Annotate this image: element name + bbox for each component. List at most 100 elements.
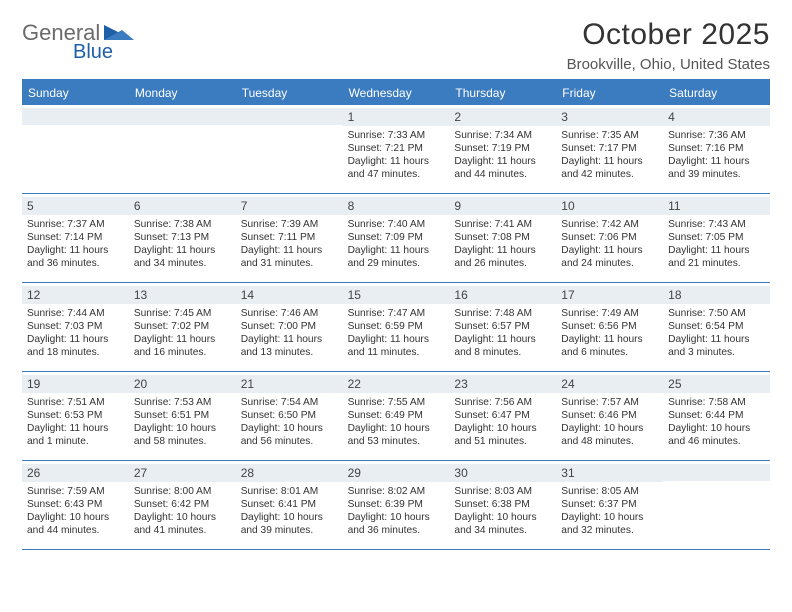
day-number: 7 [236, 197, 343, 215]
calendar-cell [663, 461, 770, 549]
day-number: 22 [343, 375, 450, 393]
day-info-line: Sunrise: 7:43 AM [668, 218, 765, 231]
day-number [22, 108, 129, 125]
day-number: 15 [343, 286, 450, 304]
day-info: Sunrise: 7:57 AMSunset: 6:46 PMDaylight:… [561, 396, 658, 448]
calendar-week: 12Sunrise: 7:44 AMSunset: 7:03 PMDayligh… [22, 283, 770, 372]
logo-icon: General Blue [22, 18, 142, 62]
weekday-label: Saturday [663, 81, 770, 105]
day-info-line: and 16 minutes. [134, 346, 231, 359]
day-info-line: Sunset: 6:59 PM [348, 320, 445, 333]
day-info: Sunrise: 8:02 AMSunset: 6:39 PMDaylight:… [348, 485, 445, 537]
day-info: Sunrise: 7:37 AMSunset: 7:14 PMDaylight:… [27, 218, 124, 270]
day-info-line: Sunrise: 7:49 AM [561, 307, 658, 320]
day-info-line: Sunset: 6:50 PM [241, 409, 338, 422]
day-number: 8 [343, 197, 450, 215]
calendar-week: 26Sunrise: 7:59 AMSunset: 6:43 PMDayligh… [22, 461, 770, 550]
day-info-line: and 39 minutes. [241, 524, 338, 537]
day-info-line: Sunset: 7:00 PM [241, 320, 338, 333]
day-info: Sunrise: 7:39 AMSunset: 7:11 PMDaylight:… [241, 218, 338, 270]
day-number: 1 [343, 108, 450, 126]
day-info: Sunrise: 7:51 AMSunset: 6:53 PMDaylight:… [27, 396, 124, 448]
day-info-line: Sunrise: 7:50 AM [668, 307, 765, 320]
day-info-line: Sunrise: 8:02 AM [348, 485, 445, 498]
day-info-line: Daylight: 11 hours [348, 155, 445, 168]
day-info-line: Sunset: 6:46 PM [561, 409, 658, 422]
day-info: Sunrise: 7:58 AMSunset: 6:44 PMDaylight:… [668, 396, 765, 448]
day-info: Sunrise: 7:35 AMSunset: 7:17 PMDaylight:… [561, 129, 658, 181]
day-info-line: Sunset: 6:54 PM [668, 320, 765, 333]
day-info-line: Daylight: 11 hours [668, 155, 765, 168]
day-info-line: Sunset: 7:08 PM [454, 231, 551, 244]
day-info-line: Sunrise: 8:01 AM [241, 485, 338, 498]
day-number: 11 [663, 197, 770, 215]
calendar-week: 5Sunrise: 7:37 AMSunset: 7:14 PMDaylight… [22, 194, 770, 283]
day-number: 20 [129, 375, 236, 393]
day-info: Sunrise: 7:42 AMSunset: 7:06 PMDaylight:… [561, 218, 658, 270]
day-number: 10 [556, 197, 663, 215]
day-info-line: Sunrise: 7:37 AM [27, 218, 124, 231]
day-info-line: Sunset: 6:39 PM [348, 498, 445, 511]
day-info-line: Sunset: 7:05 PM [668, 231, 765, 244]
day-info-line: Sunset: 7:17 PM [561, 142, 658, 155]
day-number [236, 108, 343, 125]
calendar-cell: 31Sunrise: 8:05 AMSunset: 6:37 PMDayligh… [556, 461, 663, 549]
day-info-line: Daylight: 11 hours [668, 333, 765, 346]
day-number: 27 [129, 464, 236, 482]
day-number: 24 [556, 375, 663, 393]
day-info-line: and 13 minutes. [241, 346, 338, 359]
header: General Blue October 2025 Brookville, Oh… [22, 18, 770, 73]
calendar: Sunday Monday Tuesday Wednesday Thursday… [22, 79, 770, 550]
day-info-line: Daylight: 11 hours [561, 333, 658, 346]
day-info-line: and 51 minutes. [454, 435, 551, 448]
day-info-line: and 46 minutes. [668, 435, 765, 448]
day-info-line: Daylight: 11 hours [348, 244, 445, 257]
day-info-line: Daylight: 10 hours [241, 422, 338, 435]
day-info: Sunrise: 7:55 AMSunset: 6:49 PMDaylight:… [348, 396, 445, 448]
day-info-line: Sunrise: 7:41 AM [454, 218, 551, 231]
day-info-line: Sunrise: 7:54 AM [241, 396, 338, 409]
calendar-cell: 19Sunrise: 7:51 AMSunset: 6:53 PMDayligh… [22, 372, 129, 460]
day-info-line: and 18 minutes. [27, 346, 124, 359]
calendar-cell: 8Sunrise: 7:40 AMSunset: 7:09 PMDaylight… [343, 194, 450, 282]
day-info: Sunrise: 8:01 AMSunset: 6:41 PMDaylight:… [241, 485, 338, 537]
day-info-line: Sunrise: 7:57 AM [561, 396, 658, 409]
day-info-line: Daylight: 10 hours [241, 511, 338, 524]
day-info-line: Sunrise: 7:59 AM [27, 485, 124, 498]
day-info-line: Sunset: 6:37 PM [561, 498, 658, 511]
calendar-cell [129, 105, 236, 193]
day-info-line: Sunset: 7:21 PM [348, 142, 445, 155]
day-info-line: and 11 minutes. [348, 346, 445, 359]
calendar-cell: 14Sunrise: 7:46 AMSunset: 7:00 PMDayligh… [236, 283, 343, 371]
day-info-line: Daylight: 10 hours [454, 511, 551, 524]
day-info-line: Sunrise: 7:44 AM [27, 307, 124, 320]
day-info: Sunrise: 7:54 AMSunset: 6:50 PMDaylight:… [241, 396, 338, 448]
day-info-line: Daylight: 11 hours [27, 333, 124, 346]
calendar-cell: 22 Sunrise: 7:55 AMSunset: 6:49 PMDayligh… [343, 372, 450, 460]
day-info-line: and 26 minutes. [454, 257, 551, 270]
day-number: 16 [449, 286, 556, 304]
day-info: Sunrise: 7:43 AMSunset: 7:05 PMDaylight:… [668, 218, 765, 270]
day-info: Sunrise: 7:53 AMSunset: 6:51 PMDaylight:… [134, 396, 231, 448]
day-info-line: Daylight: 10 hours [134, 511, 231, 524]
calendar-cell: 4Sunrise: 7:36 AMSunset: 7:16 PMDaylight… [663, 105, 770, 193]
calendar-cell: 16Sunrise: 7:48 AMSunset: 6:57 PMDayligh… [449, 283, 556, 371]
day-info-line: and 41 minutes. [134, 524, 231, 537]
day-info-line: Sunset: 6:43 PM [27, 498, 124, 511]
calendar-cell: 26Sunrise: 7:59 AMSunset: 6:43 PMDayligh… [22, 461, 129, 549]
day-number: 4 [663, 108, 770, 126]
day-info-line: Sunrise: 7:42 AM [561, 218, 658, 231]
day-info-line: Daylight: 11 hours [561, 244, 658, 257]
day-info-line: and 47 minutes. [348, 168, 445, 181]
day-info-line: Daylight: 10 hours [348, 511, 445, 524]
day-info-line: Sunrise: 7:39 AM [241, 218, 338, 231]
calendar-cell: 13Sunrise: 7:45 AMSunset: 7:02 PMDayligh… [129, 283, 236, 371]
weekday-label: Monday [129, 81, 236, 105]
calendar-cell: 9Sunrise: 7:41 AMSunset: 7:08 PMDaylight… [449, 194, 556, 282]
day-info: Sunrise: 7:44 AMSunset: 7:03 PMDaylight:… [27, 307, 124, 359]
day-info-line: Sunset: 6:51 PM [134, 409, 231, 422]
day-number: 17 [556, 286, 663, 304]
calendar-cell [236, 105, 343, 193]
day-info-line: Daylight: 11 hours [27, 244, 124, 257]
calendar-cell: 1Sunrise: 7:33 AMSunset: 7:21 PMDaylight… [343, 105, 450, 193]
